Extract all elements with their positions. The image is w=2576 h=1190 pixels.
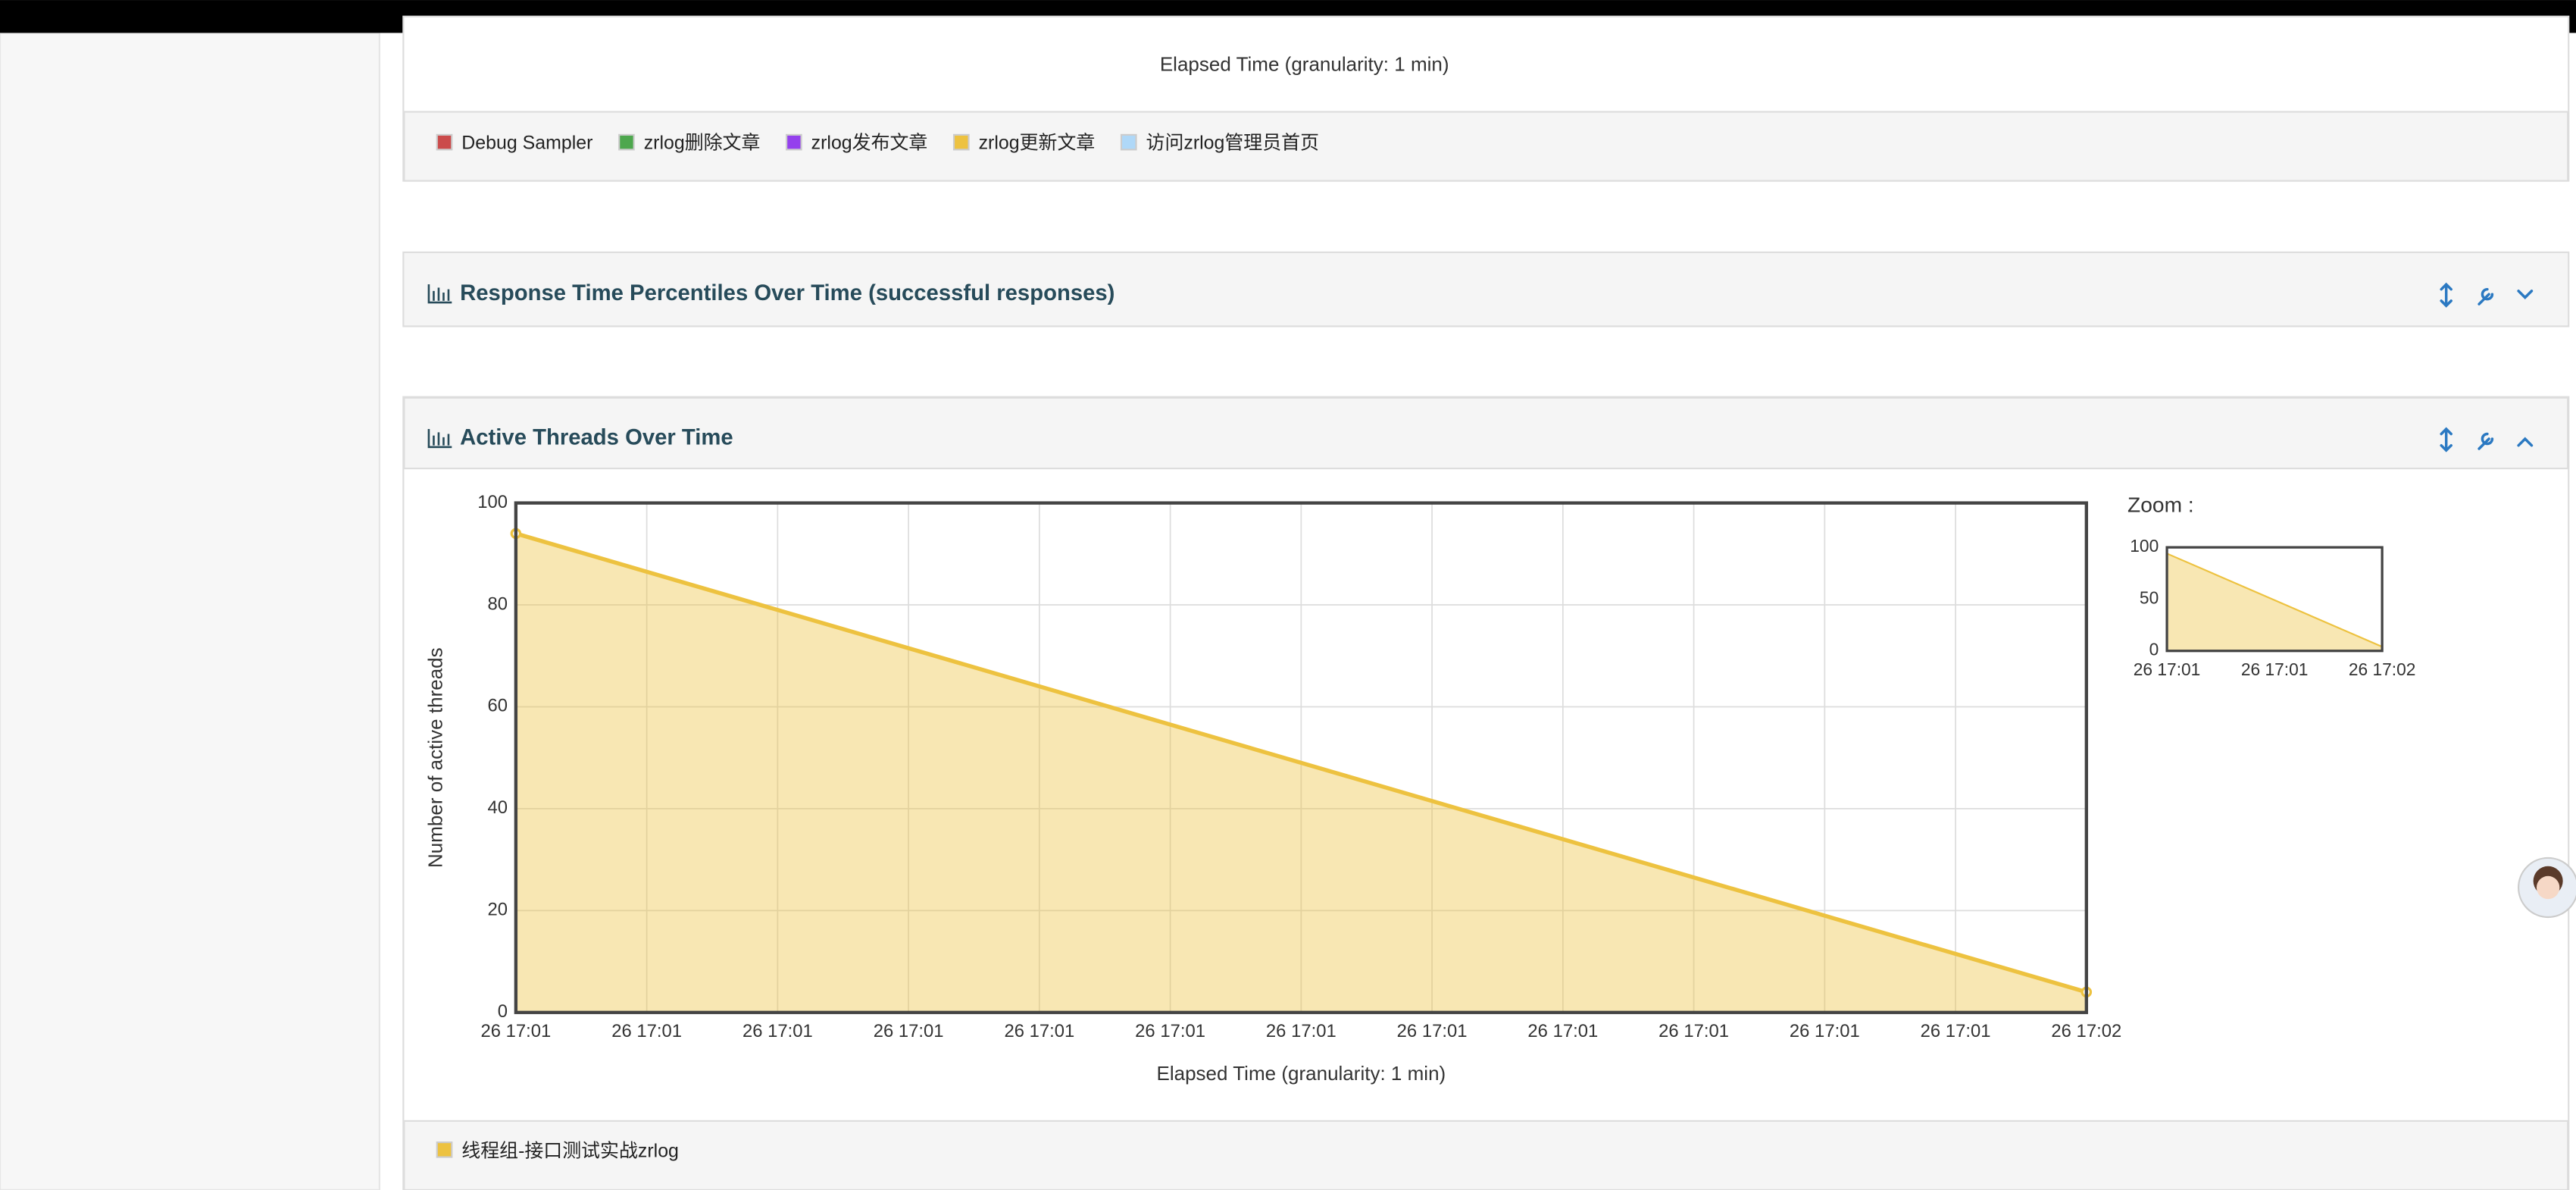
y-tick-label: 20 xyxy=(487,900,508,920)
x-axis-title: Elapsed Time (granularity: 1 min) xyxy=(1156,1062,1446,1085)
legend-swatch xyxy=(786,133,802,151)
line xyxy=(515,531,2087,994)
y-tick-label: 40 xyxy=(487,797,508,818)
avatar[interactable] xyxy=(2518,856,2576,919)
legend: Debug Sampler zrlog删除文章 zrlog发布文章 zrlog更新文章… xyxy=(436,132,1319,153)
x-tick-label: 26 17:01 xyxy=(480,1021,551,1041)
x-tick-label: 26 17:01 xyxy=(1790,1021,1860,1041)
y-tick-label: 0 xyxy=(2149,640,2159,659)
panel-controls[interactable] xyxy=(2440,282,2534,308)
legend-label: 访问zrlog管理员首页 xyxy=(1146,132,1319,153)
y-tick-label: 60 xyxy=(487,696,508,716)
chart-icon xyxy=(427,428,452,449)
legend-bar xyxy=(403,1120,2569,1190)
y-tick-label: 50 xyxy=(2140,587,2159,607)
panel-controls[interactable] xyxy=(2440,427,2534,453)
legend-bar xyxy=(403,111,2569,182)
panel-title: Active Threads Over Time xyxy=(460,426,733,450)
panel-header[interactable] xyxy=(402,251,2570,327)
panel-header[interactable] xyxy=(403,396,2569,470)
panel-title: Response Time Percentiles Over Time (suc… xyxy=(460,281,1114,305)
area xyxy=(515,533,2087,1013)
y-tick-label: 100 xyxy=(2130,536,2159,556)
panel xyxy=(402,396,2570,1190)
x-tick-label: 26 17:01 xyxy=(1658,1021,1729,1041)
x-tick-label: 26 17:01 xyxy=(1004,1021,1074,1041)
y-tick-label: 100 xyxy=(477,492,508,512)
x-tick-label: 26 17:01 xyxy=(1527,1021,1598,1041)
x-tick-label: 26 17:02 xyxy=(2051,1021,2121,1041)
x-tick-label: 26 17:01 xyxy=(2134,659,2201,679)
legend-swatch xyxy=(618,133,635,151)
area xyxy=(2167,553,2383,651)
legend-label: Debug Sampler xyxy=(461,132,592,153)
plot-frame xyxy=(514,501,2088,1014)
x-tick-label: 26 17:01 xyxy=(1921,1021,1991,1041)
legend-label: 线程组-接口测试实战zrlog xyxy=(461,1141,679,1162)
chart-icon xyxy=(427,284,452,304)
zoom-title: Zoom : xyxy=(2127,492,2194,516)
x-tick-label: 26 17:01 xyxy=(611,1021,682,1041)
x-tick-label: 26 17:01 xyxy=(742,1021,813,1041)
x-tick-label: 26 17:01 xyxy=(2241,659,2309,679)
sidebar xyxy=(0,32,380,1190)
legend-swatch xyxy=(436,1141,453,1158)
x-tick-label: 26 17:01 xyxy=(1397,1021,1468,1041)
x-tick-label: 26 17:01 xyxy=(1135,1021,1205,1041)
x-tick-label: 26 17:01 xyxy=(874,1021,944,1041)
x-axis-title: Elapsed Time (granularity: 1 min) xyxy=(1160,53,1449,76)
legend-swatch xyxy=(1120,133,1137,151)
legend-swatch xyxy=(952,133,970,151)
x-tick-label: 26 17:02 xyxy=(2349,659,2416,679)
line xyxy=(2166,553,2383,648)
y-tick-label: 0 xyxy=(498,1001,508,1022)
legend-label: zrlog更新文章 xyxy=(979,132,1096,153)
plot-frame xyxy=(2165,546,2384,653)
legend-swatch xyxy=(436,133,453,151)
legend: 线程组-接口测试实战zrlog xyxy=(436,1141,679,1162)
x-tick-label: 26 17:01 xyxy=(1266,1021,1336,1041)
legend-label: zrlog删除文章 xyxy=(644,132,761,153)
y-tick-label: 80 xyxy=(487,593,508,614)
legend-label: zrlog发布文章 xyxy=(811,132,928,153)
y-axis-title: Number of active threads xyxy=(424,647,447,868)
